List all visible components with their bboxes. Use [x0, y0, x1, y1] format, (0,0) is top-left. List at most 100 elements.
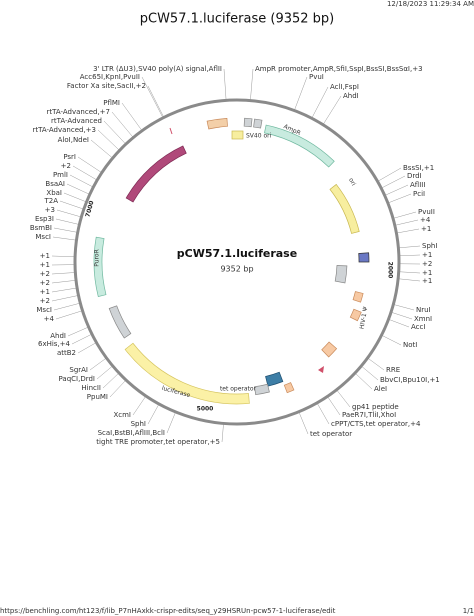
leader-line — [102, 372, 120, 389]
site-label: +1 — [40, 261, 50, 269]
site-label: +2 — [40, 279, 50, 287]
leader-line — [52, 236, 77, 241]
feature-shape — [321, 341, 338, 358]
site-label: NotI — [403, 341, 417, 349]
map-name: pCW57.1.luciferase — [177, 247, 297, 260]
feature-shape — [358, 252, 370, 263]
leader-line — [77, 156, 102, 173]
leader-line — [96, 365, 113, 380]
leader-line — [398, 278, 421, 282]
site-label: AmpR promoter,AmpR,SfiI,SspI,BssSI,BssSα… — [255, 65, 423, 73]
feature-shape — [243, 117, 253, 128]
feature-shape — [253, 118, 263, 129]
leader-line — [97, 129, 120, 151]
site-label: +1 — [422, 277, 432, 285]
leader-line — [377, 167, 402, 182]
site-label: BssSI,+1 — [403, 164, 434, 172]
site-label: PvuII — [418, 208, 435, 216]
site-label: DrdI — [407, 172, 422, 180]
feature-shape — [334, 265, 348, 284]
leader-line — [147, 85, 165, 118]
feature-label: PuroR — [94, 249, 101, 267]
site-label: SphI — [422, 242, 437, 250]
site-label: rtTA-Advanced,+7 — [47, 108, 110, 116]
leader-line — [166, 411, 176, 434]
feature-shape — [254, 383, 270, 396]
feature-shape — [352, 291, 364, 303]
backbone — [73, 98, 401, 426]
leader-line — [354, 372, 373, 390]
site-label: T2A — [43, 197, 58, 205]
site-label: SphI — [131, 420, 146, 428]
site-label: AhdI — [50, 332, 66, 340]
page-title: pCW57.1.luciferase (9352 bp) — [140, 12, 335, 27]
site-label: rtTA-Advanced,+3 — [33, 126, 96, 134]
leader-line — [367, 357, 385, 371]
leader-line — [55, 218, 80, 225]
leader-line — [394, 219, 419, 226]
feature-shape — [264, 124, 335, 168]
site-label: BsmBI — [30, 224, 52, 232]
site-label: MscI — [36, 306, 52, 314]
site-label: Factor Xa site,SacII,+2 — [67, 82, 146, 90]
leader-line — [322, 95, 342, 125]
leader-line — [55, 310, 83, 320]
leader-line — [298, 411, 309, 435]
footer-url: https://benchling.com/ht123/f/lib_P7nHAx… — [0, 607, 336, 615]
site-label: AleI — [374, 385, 387, 393]
site-label: tight TRE promoter,tet operator,+5 — [96, 438, 220, 446]
site-label: rtTA-Advanced — [51, 117, 102, 125]
site-label: +1 — [421, 225, 431, 233]
site-label: AhdI — [343, 92, 359, 100]
site-label: 3' LTR (ΔU3),SV40 poly(A) signal,AflII — [93, 65, 222, 73]
site-label: NruI — [416, 306, 431, 314]
leader-line — [316, 402, 330, 425]
map-length: 9352 bp — [220, 265, 253, 274]
leader-lines — [51, 68, 421, 443]
leader-line — [311, 86, 329, 119]
leader-line — [53, 302, 81, 311]
site-label: Acc65I,KpnI,PvuII — [80, 73, 140, 81]
feature-shape — [318, 366, 324, 373]
leader-line — [250, 68, 254, 101]
coordinate-label: 2000 — [387, 262, 394, 279]
leader-line — [147, 403, 160, 425]
site-label: BbvCI,Bpu10I,+1 — [380, 376, 440, 384]
site-label: PaeR7I,TliI,XhoI — [342, 411, 396, 419]
leader-line — [294, 76, 308, 111]
site-label: ScaI,BstBI,AflIII,BclI — [98, 429, 165, 437]
site-label: SgrAI — [69, 366, 88, 374]
leader-line — [361, 365, 379, 381]
leader-line — [111, 111, 134, 138]
feature-label: SV40 ori — [246, 133, 272, 140]
site-label: XmnI — [414, 315, 432, 323]
timestamp: 12/18/2023 11:29:34 AM — [387, 0, 474, 8]
leader-line — [396, 228, 420, 234]
leader-line — [398, 254, 421, 257]
site-label: +2 — [61, 162, 71, 170]
leader-line — [69, 174, 94, 188]
leader-line — [63, 192, 87, 203]
leader-line — [381, 175, 406, 189]
leader-line — [51, 287, 78, 293]
leader-line — [90, 139, 113, 159]
site-label: +4 — [44, 315, 55, 323]
leader-line — [51, 295, 79, 302]
leader-line — [103, 120, 127, 145]
feature-shape — [329, 183, 360, 234]
site-label: AccI — [411, 323, 425, 331]
site-label: +1 — [40, 288, 50, 296]
site-label: +1 — [422, 269, 432, 277]
site-label: AloI,NdeI — [58, 136, 89, 144]
site-label: PmlI — [53, 171, 68, 179]
leader-line — [67, 326, 89, 337]
footer-page: 1/1 — [463, 607, 474, 615]
feature-shape — [283, 382, 295, 394]
site-label: XbaI — [46, 189, 62, 197]
feature-shape — [231, 130, 244, 140]
site-label: attB2 — [57, 349, 76, 357]
leader-line — [141, 76, 164, 119]
leader-line — [56, 209, 82, 218]
leader-line — [77, 342, 97, 354]
